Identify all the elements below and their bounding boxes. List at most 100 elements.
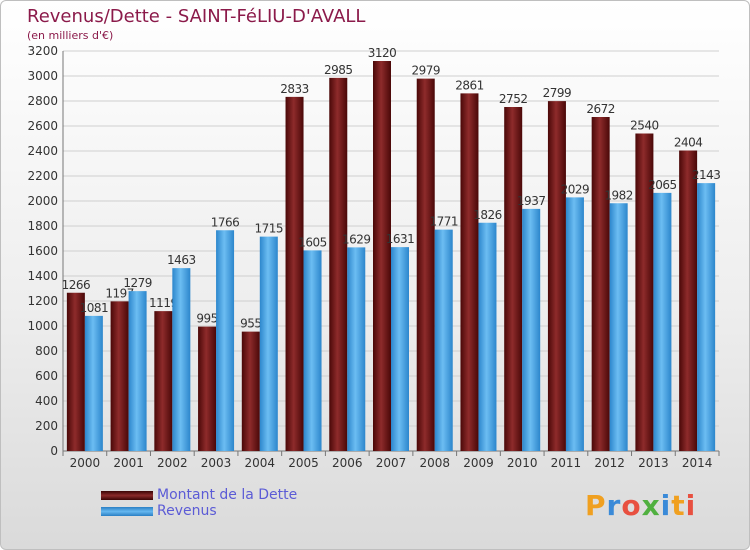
data-label-dette: 1266 — [62, 278, 91, 292]
y-tick-label: 0 — [50, 444, 58, 458]
proxiti-logo: Proxiti — [585, 489, 697, 522]
bar-dette — [198, 326, 217, 451]
bar-dette — [460, 93, 479, 451]
data-label-dette: 1119 — [149, 296, 178, 310]
data-label-revenus: 1715 — [255, 222, 284, 236]
data-label-revenus: 1982 — [604, 188, 633, 202]
y-tick-label: 2400 — [27, 144, 58, 158]
chart-subtitle: (en milliers d'€) — [27, 29, 114, 42]
bar-dette — [329, 77, 348, 451]
y-tick-label: 2800 — [27, 94, 58, 108]
x-tick-label: 2005 — [288, 456, 319, 470]
legend-label-revenus: Revenus — [157, 503, 217, 519]
bar-revenus — [522, 208, 541, 451]
x-tick-label: 2013 — [638, 456, 669, 470]
bar-revenus — [259, 236, 278, 451]
x-tick-label: 2011 — [551, 456, 582, 470]
legend-label-dette: Montant de la Dette — [157, 487, 298, 503]
y-tick-label: 3000 — [27, 69, 58, 83]
bar-revenus — [216, 230, 235, 451]
bar-dette — [547, 101, 566, 451]
data-label-revenus: 1771 — [429, 215, 458, 229]
data-label-dette: 2833 — [280, 82, 309, 96]
legend-swatch-dette — [101, 491, 153, 500]
data-label-dette: 3120 — [368, 46, 397, 60]
data-label-revenus: 1826 — [473, 208, 502, 222]
bar-dette — [635, 133, 654, 451]
x-tick-label: 2001 — [113, 456, 144, 470]
bar-dette — [504, 107, 523, 451]
data-label-dette: 2979 — [411, 64, 440, 78]
bar-revenus — [391, 247, 409, 451]
y-tick-label: 1000 — [27, 319, 58, 333]
y-tick-label: 400 — [35, 394, 58, 408]
bar-revenus — [697, 183, 716, 451]
y-tick-label: 3200 — [27, 44, 58, 58]
data-label-revenus: 1463 — [167, 253, 196, 267]
x-tick-label: 2004 — [245, 456, 276, 470]
data-label-dette: 2404 — [674, 136, 703, 150]
data-label-revenus: 1279 — [123, 276, 152, 290]
y-tick-label: 1400 — [27, 269, 58, 283]
bar-revenus — [478, 222, 497, 451]
x-tick-label: 2007 — [376, 456, 407, 470]
x-tick-label: 2014 — [682, 456, 713, 470]
legend-swatch-revenus — [101, 507, 153, 516]
y-tick-label: 1600 — [27, 244, 58, 258]
data-label-revenus: 2029 — [561, 182, 590, 196]
y-tick-label: 1800 — [27, 219, 58, 233]
data-label-dette: 995 — [196, 312, 217, 326]
bar-revenus — [347, 247, 366, 451]
bar-dette — [679, 150, 698, 451]
bar-dette — [285, 96, 304, 451]
data-label-dette: 2861 — [455, 78, 484, 92]
data-label-revenus: 2143 — [692, 168, 721, 182]
data-label-dette: 2540 — [630, 119, 659, 133]
data-label-dette: 2672 — [586, 102, 615, 116]
data-label-revenus: 2065 — [648, 178, 677, 192]
x-tick-label: 2012 — [594, 456, 625, 470]
y-tick-label: 600 — [35, 369, 58, 383]
data-label-dette: 2985 — [324, 63, 353, 77]
data-label-revenus: 1629 — [342, 232, 371, 246]
data-label-dette: 2799 — [543, 86, 572, 100]
x-tick-label: 2000 — [70, 456, 101, 470]
bar-dette — [373, 61, 391, 451]
y-tick-label: 1200 — [27, 294, 58, 308]
x-tick-label: 2003 — [201, 456, 232, 470]
data-label-revenus: 1605 — [298, 235, 327, 249]
bar-revenus — [565, 197, 584, 451]
bar-dette — [66, 292, 85, 451]
bar-revenus — [609, 203, 628, 451]
bar-revenus — [84, 315, 103, 451]
bar-revenus — [128, 291, 147, 451]
bar-dette — [416, 78, 435, 451]
x-tick-label: 2002 — [157, 456, 188, 470]
bar-revenus — [303, 250, 322, 451]
y-tick-label: 2200 — [27, 169, 58, 183]
x-tick-label: 2009 — [463, 456, 494, 470]
bar-revenus — [653, 192, 672, 451]
y-tick-label: 800 — [35, 344, 58, 358]
data-label-dette: 1197 — [105, 286, 134, 300]
y-tick-label: 2600 — [27, 119, 58, 133]
data-label-revenus: 1081 — [80, 301, 109, 315]
data-label-revenus: 1631 — [386, 232, 415, 246]
bar-dette — [110, 301, 129, 451]
x-tick-label: 2010 — [507, 456, 538, 470]
data-label-revenus: 1937 — [517, 194, 546, 208]
x-tick-label: 2008 — [419, 456, 450, 470]
bar-dette — [591, 117, 610, 451]
bar-dette — [241, 331, 260, 451]
bar-dette — [154, 311, 173, 451]
y-tick-label: 2000 — [27, 194, 58, 208]
data-label-revenus: 1766 — [211, 215, 240, 229]
data-label-dette: 955 — [240, 317, 261, 331]
bar-revenus — [434, 229, 453, 451]
y-tick-label: 200 — [35, 419, 58, 433]
data-label-dette: 2752 — [499, 92, 528, 106]
chart-title: Revenus/Dette - SAINT-FéLIU-D'AVALL — [27, 6, 366, 27]
x-tick-label: 2006 — [332, 456, 363, 470]
